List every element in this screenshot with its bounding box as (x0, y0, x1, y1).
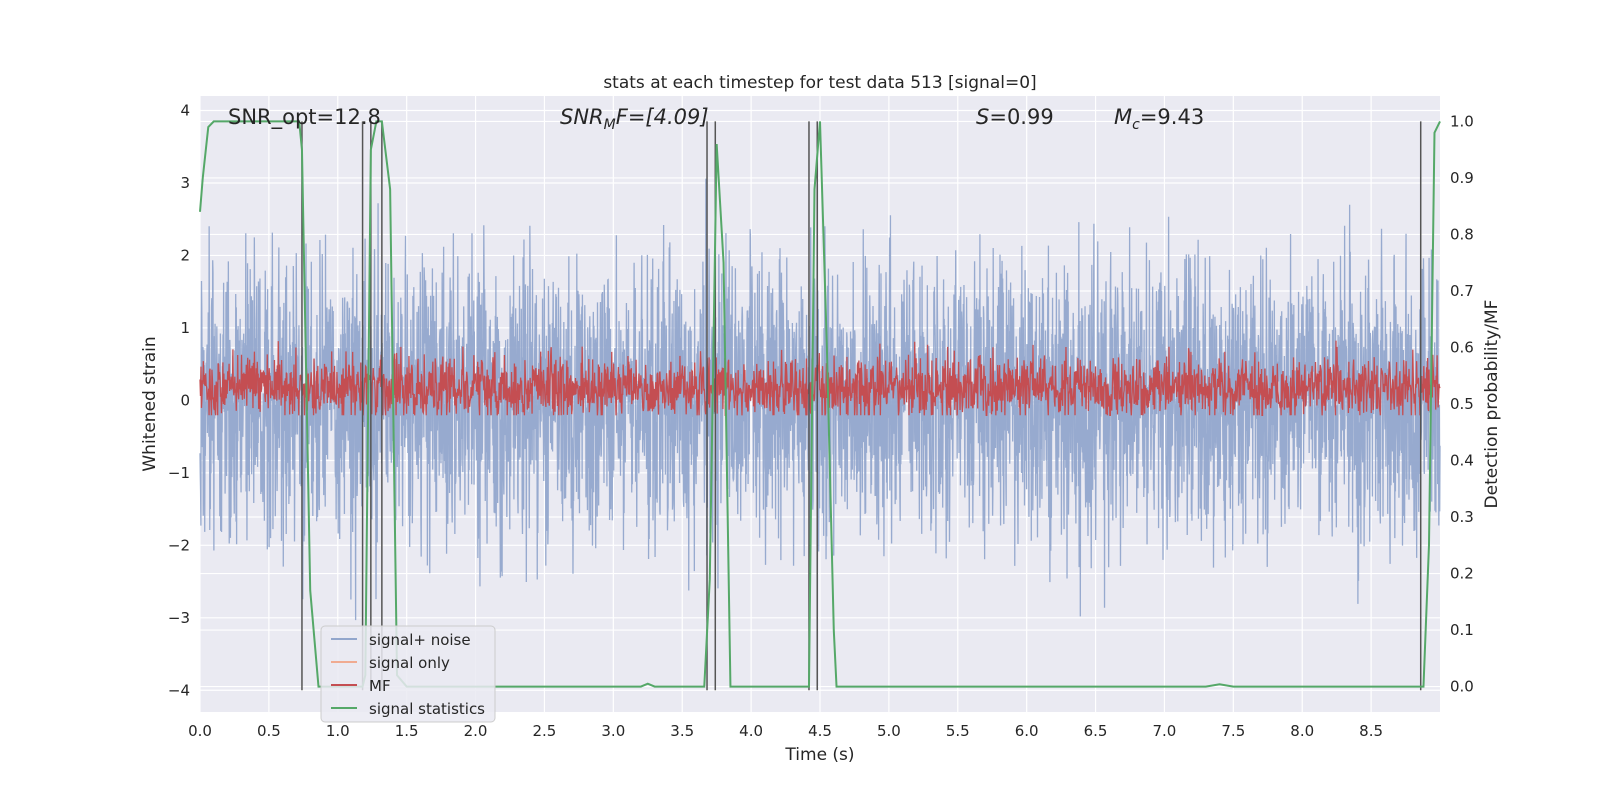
y2-tick-label: 0.9 (1450, 169, 1474, 187)
y-tick-label: −3 (168, 609, 190, 627)
x-tick-label: 0.0 (188, 722, 212, 740)
x-tick-label: 8.0 (1290, 722, 1314, 740)
chart-title: stats at each timestep for test data 513… (603, 73, 1036, 93)
annotation-snr-mf-sub: M (604, 117, 616, 133)
y-tick-label: 3 (180, 174, 190, 192)
y-axis-label: Whitened strain (140, 336, 160, 471)
annotation-s-value: =0.99 (989, 105, 1053, 129)
signal-statistics-series (199, 120, 1441, 688)
legend-label-signal-statistics: signal statistics (369, 700, 485, 718)
x-tick-label: 7.5 (1221, 722, 1245, 740)
x-tick-label: 8.5 (1359, 722, 1383, 740)
annotation-s-symbol: S (976, 105, 989, 129)
x-tick-label: 3.0 (601, 722, 625, 740)
line-signal-noise (199, 178, 1441, 621)
mf-series (199, 340, 1441, 416)
annotation-mc-value: =9.43 (1140, 105, 1204, 129)
x-tick-label: 2.5 (533, 722, 557, 740)
y-tick-label: −4 (168, 681, 190, 699)
signal-noise-series (199, 178, 1441, 621)
y2-tick-label: 0.3 (1450, 508, 1474, 526)
y-tick-label: 4 (180, 101, 190, 119)
annotation-mc-base: M (1114, 105, 1132, 129)
legend: signal+ noise signal only MF signal stat… (320, 625, 496, 723)
x-tick-label: 2.0 (464, 722, 488, 740)
legend-label-signal-noise: signal+ noise (369, 631, 471, 649)
y-tick-label: −1 (168, 464, 190, 482)
line-signal-statistics (199, 120, 1441, 688)
x-tick-label: 0.5 (257, 722, 281, 740)
annotation-snr-mf: SNRMF=[4.09] (560, 105, 709, 133)
y-tick-label: 1 (180, 319, 190, 337)
y2-tick-label: 0.7 (1450, 282, 1474, 300)
annotation-s: S=0.99 (976, 105, 1054, 129)
y2-tick-label: 0.6 (1450, 338, 1474, 356)
legend-label-signal-only: signal only (369, 654, 450, 672)
y2-axis-label: Detection probability/MF (1482, 300, 1502, 509)
line-mf (199, 340, 1441, 416)
x-tick-label: 1.5 (395, 722, 419, 740)
y-tick-label: 0 (180, 391, 190, 409)
x-tick-label: 4.0 (739, 722, 763, 740)
annotation-mc: Mc=9.43 (1114, 105, 1204, 133)
x-tick-label: 5.0 (877, 722, 901, 740)
x-tick-label: 3.5 (670, 722, 694, 740)
x-tick-label: 6.5 (1084, 722, 1108, 740)
annotation-snr-mf-rest: F=[4.09] (616, 105, 709, 129)
y2-tick-label: 0.5 (1450, 395, 1474, 413)
y2-tick-label: 0.1 (1450, 621, 1474, 639)
y2-tick-label: 0.0 (1450, 678, 1474, 696)
annotation-mc-sub: c (1132, 117, 1140, 133)
y2-tick-label: 1.0 (1450, 112, 1474, 130)
y2-tick-label: 0.8 (1450, 225, 1474, 243)
x-tick-label: 1.0 (326, 722, 350, 740)
y2-tick-label: 0.2 (1450, 565, 1474, 583)
tick-labels: 0.0 0.5 1.0 1.5 2.0 2.5 3.0 3.5 4.0 4.5 5.0 5.5 6.0 6… (168, 101, 1474, 740)
annotation-snr-mf-base: SNR (560, 105, 604, 129)
y-tick-label: 2 (180, 246, 190, 264)
x-tick-label: 5.5 (946, 722, 970, 740)
legend-box (320, 625, 496, 723)
annotation-snr-opt: SNR_opt=12.8 (228, 105, 381, 130)
x-tick-label: 4.5 (808, 722, 832, 740)
x-tick-label: 6.0 (1015, 722, 1039, 740)
legend-label-mf: MF (369, 677, 391, 695)
x-axis-label: Time (s) (784, 745, 854, 765)
x-tick-label: 7.0 (1153, 722, 1177, 740)
y-tick-label: −2 (168, 536, 190, 554)
y2-tick-label: 0.4 (1450, 452, 1474, 470)
